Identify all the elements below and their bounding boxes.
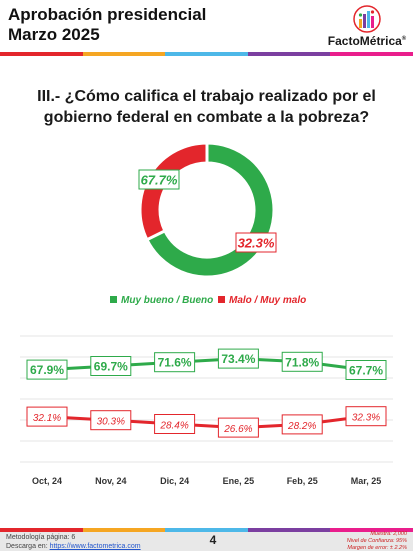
donut-slice-1: [138, 141, 209, 242]
page-title: Aprobación presidencial Marzo 2025: [8, 5, 206, 45]
point-label-box: [90, 410, 132, 431]
point-label-box: [217, 417, 259, 438]
color-bar-segment: [165, 52, 248, 56]
data-label: 26.6%: [223, 424, 252, 435]
data-label: 32.3%: [352, 413, 380, 424]
data-label: 73.4%: [221, 352, 255, 366]
question-title: III.- ¿Cómo califica el trabajo realizad…: [20, 86, 393, 128]
logo-name: FactoMétrica®: [327, 34, 407, 48]
point-label-box: [345, 360, 387, 380]
point-label-box: [217, 348, 259, 369]
color-bar-segment: [0, 52, 83, 56]
point-label-box: [154, 352, 196, 373]
point-label-box: [281, 414, 323, 435]
footer-color-bar: [0, 528, 413, 532]
x-tick-label: Dic, 24: [160, 476, 189, 486]
logo-bars-icon: [353, 5, 381, 33]
footer-descarga: Descarga en: https://www.factometrica.co…: [6, 542, 141, 551]
title-line-1: Aprobación presidencial: [8, 5, 207, 24]
data-label: 71.8%: [285, 355, 319, 369]
data-label: 30.3%: [97, 417, 125, 428]
footer-download-link[interactable]: https://www.factometrica.com: [49, 543, 141, 550]
data-label: 32.1%: [33, 413, 61, 424]
footer-muestra: Muestra: 2,000: [370, 531, 407, 537]
point-label-box: [154, 414, 196, 434]
x-tick-label: Nov, 24: [95, 476, 126, 486]
footer: [0, 528, 413, 551]
donut-label-box-1: [235, 232, 277, 253]
point-label-box: [26, 406, 68, 427]
top-color-bar: [0, 52, 413, 56]
footer-metodologia: Metodología página: 6: [6, 534, 76, 541]
x-tick-label: Ene, 25: [223, 476, 255, 486]
color-bar-segment: [247, 528, 331, 532]
point-label-box: [281, 351, 323, 372]
color-bar-segment: [165, 528, 248, 532]
x-tick-label: Oct, 24: [32, 476, 62, 486]
header: Aprobación presidencial Marzo 2025 Facto…: [0, 0, 413, 52]
data-label: 71.6%: [158, 356, 192, 370]
page-number: 4: [209, 533, 217, 547]
point-label-box: [26, 359, 68, 380]
footer-info: Metodología página: 6 Descarga en: https…: [6, 533, 141, 551]
data-label: 67.9%: [30, 363, 64, 377]
color-bar-segment: [330, 528, 413, 532]
x-tick-label: Feb, 25: [287, 476, 318, 486]
legend-label-0: Muy bueno / Bueno: [121, 295, 213, 306]
x-tick-label: Mar, 25: [351, 476, 382, 486]
title-line-2: Marzo 2025: [8, 25, 100, 44]
legend-label-1: Malo / Muy malo: [229, 295, 306, 306]
footer-stats: Muestra: 2,000 Nivel de Confianza: 95% M…: [347, 531, 407, 552]
color-bar-segment: [330, 52, 413, 56]
footer-descarga-label: Descarga en:: [6, 543, 50, 550]
question-line-2: gobierno federal en combate a la pobreza…: [43, 109, 370, 126]
color-bar-segment: [0, 528, 83, 532]
question-line-1: III.- ¿Cómo califica el trabajo realizad…: [37, 88, 376, 105]
data-label: 67.7%: [349, 364, 383, 378]
point-label-box: [345, 406, 387, 427]
legend-marker-1: [218, 296, 225, 303]
data-label: 28.2%: [287, 421, 316, 432]
legend-marker-0: [110, 296, 117, 303]
donut-label-box-0: [138, 169, 180, 190]
footer-confianza: Nivel de Confianza: 95%: [346, 538, 407, 544]
color-bar-segment: [82, 528, 166, 532]
footer-margen: Margen de error: ± 2.2%: [347, 545, 407, 551]
point-label-box: [90, 356, 132, 376]
factometrica-logo: FactoMétrica®: [327, 2, 407, 50]
data-label: 28.4%: [159, 421, 188, 432]
donut-value-label-1: 32.3%: [238, 236, 275, 251]
donut-value-label-0: 67.7%: [141, 173, 178, 188]
data-label: 69.7%: [94, 360, 128, 374]
color-bar-segment: [82, 52, 166, 56]
color-bar-segment: [247, 52, 331, 56]
